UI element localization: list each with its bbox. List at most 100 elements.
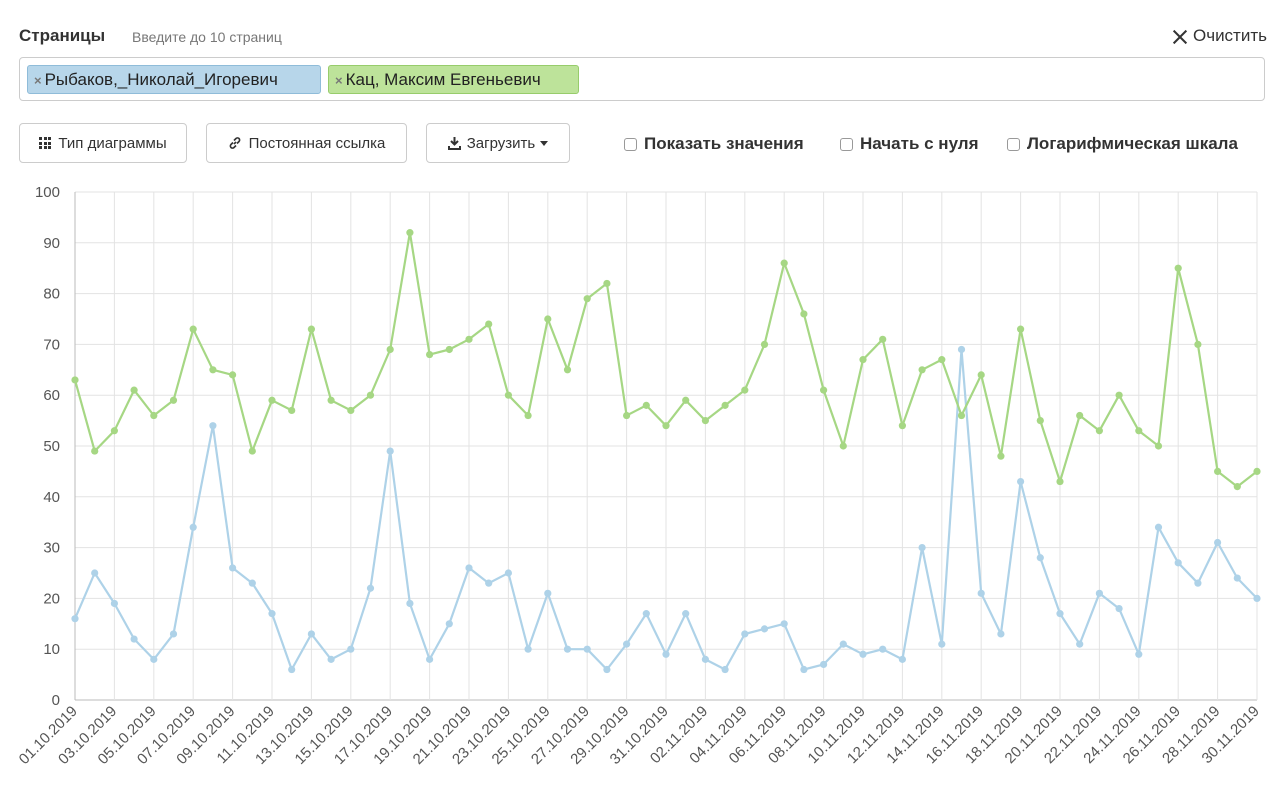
data-point[interactable] (820, 386, 828, 394)
start-zero-checkbox[interactable]: Начать с нуля (840, 133, 979, 155)
data-point[interactable] (248, 579, 256, 587)
data-point[interactable] (859, 650, 867, 658)
data-point[interactable] (938, 640, 946, 648)
data-point[interactable] (1056, 610, 1064, 618)
data-point[interactable] (741, 386, 749, 394)
data-point[interactable] (721, 665, 729, 674)
data-point[interactable] (1135, 650, 1143, 658)
permalink-button[interactable]: Постоянная ссылка (206, 123, 407, 163)
data-point[interactable] (544, 315, 552, 323)
data-point[interactable] (110, 599, 118, 608)
data-point[interactable] (701, 417, 710, 425)
checkbox-box[interactable] (1007, 137, 1020, 151)
data-point[interactable] (879, 645, 887, 653)
data-point[interactable] (1154, 442, 1163, 450)
data-point[interactable] (485, 579, 493, 587)
data-point[interactable] (1036, 554, 1044, 562)
data-point[interactable] (248, 447, 256, 455)
data-point[interactable] (327, 655, 335, 663)
data-point[interactable] (977, 589, 985, 597)
data-point[interactable] (1056, 477, 1064, 486)
data-point[interactable] (366, 584, 375, 592)
data-point[interactable] (1076, 640, 1084, 648)
data-point[interactable] (544, 589, 552, 597)
data-point[interactable] (71, 376, 79, 384)
data-point[interactable] (406, 229, 414, 237)
data-point[interactable] (524, 645, 532, 653)
data-point[interactable] (150, 411, 158, 420)
data-point[interactable] (406, 599, 414, 608)
data-point[interactable] (189, 325, 197, 333)
pages-input[interactable]: × Рыбаков,_Николай_Игоревич × Кац, Максим … (19, 57, 1265, 101)
data-point[interactable] (800, 665, 808, 674)
data-point[interactable] (268, 396, 276, 404)
data-point[interactable] (504, 391, 512, 399)
data-point[interactable] (898, 655, 907, 663)
data-point[interactable] (1174, 264, 1182, 272)
data-point[interactable] (1076, 411, 1084, 420)
data-point[interactable] (426, 655, 434, 663)
data-point[interactable] (839, 442, 847, 450)
data-point[interactable] (110, 427, 118, 435)
data-point[interactable] (603, 279, 611, 288)
data-point[interactable] (229, 564, 237, 572)
data-point[interactable] (524, 411, 532, 420)
data-point[interactable] (1036, 417, 1044, 425)
data-point[interactable] (91, 447, 99, 455)
chart-type-button[interactable]: Тип диаграммы (19, 123, 187, 163)
download-button[interactable]: Загрузить (426, 123, 570, 163)
data-point[interactable] (642, 401, 650, 409)
data-point[interactable] (1233, 574, 1241, 582)
data-point[interactable] (307, 630, 315, 638)
checkbox-box[interactable] (840, 137, 853, 151)
data-point[interactable] (800, 310, 808, 318)
data-point[interactable] (760, 340, 769, 348)
data-point[interactable] (563, 645, 572, 653)
data-point[interactable] (1253, 467, 1261, 475)
data-point[interactable] (1194, 340, 1202, 348)
data-point[interactable] (1214, 538, 1222, 547)
data-point[interactable] (918, 366, 926, 374)
data-point[interactable] (366, 391, 375, 399)
data-point[interactable] (741, 630, 749, 638)
data-point[interactable] (426, 350, 434, 359)
data-point[interactable] (721, 401, 729, 409)
data-point[interactable] (307, 325, 315, 333)
log-scale-checkbox[interactable]: Логарифмическая шкала (1007, 133, 1238, 155)
data-point[interactable] (1194, 579, 1202, 587)
data-point[interactable] (465, 564, 473, 572)
data-point[interactable] (288, 406, 296, 415)
data-point[interactable] (504, 569, 512, 577)
data-point[interactable] (209, 422, 217, 430)
data-point[interactable] (957, 411, 966, 420)
data-point[interactable] (859, 356, 867, 364)
data-point[interactable] (130, 386, 138, 394)
data-point[interactable] (1095, 589, 1103, 597)
data-point[interactable] (583, 295, 591, 303)
data-point[interactable] (386, 447, 394, 455)
clear-button[interactable]: Очистить (1172, 26, 1267, 46)
checkbox-box[interactable] (624, 137, 637, 151)
data-point[interactable] (780, 620, 788, 628)
remove-tag-icon[interactable]: × (335, 73, 343, 88)
data-point[interactable] (347, 406, 355, 415)
data-point[interactable] (977, 371, 985, 379)
data-point[interactable] (130, 635, 138, 643)
data-point[interactable] (229, 371, 237, 379)
data-point[interactable] (603, 665, 611, 674)
data-point[interactable] (623, 411, 631, 420)
data-point[interactable] (879, 335, 887, 343)
data-point[interactable] (386, 345, 394, 354)
data-point[interactable] (918, 544, 926, 552)
data-point[interactable] (1233, 483, 1241, 491)
data-point[interactable] (1174, 559, 1182, 567)
data-point[interactable] (465, 335, 473, 343)
data-point[interactable] (169, 630, 178, 638)
data-point[interactable] (1017, 477, 1025, 486)
data-point[interactable] (1095, 427, 1103, 435)
data-point[interactable] (288, 665, 296, 674)
data-point[interactable] (1135, 427, 1143, 435)
data-point[interactable] (682, 396, 690, 404)
data-point[interactable] (1115, 604, 1123, 613)
data-point[interactable] (445, 345, 453, 354)
